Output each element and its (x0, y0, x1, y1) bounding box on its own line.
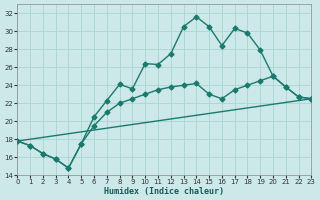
X-axis label: Humidex (Indice chaleur): Humidex (Indice chaleur) (104, 187, 224, 196)
